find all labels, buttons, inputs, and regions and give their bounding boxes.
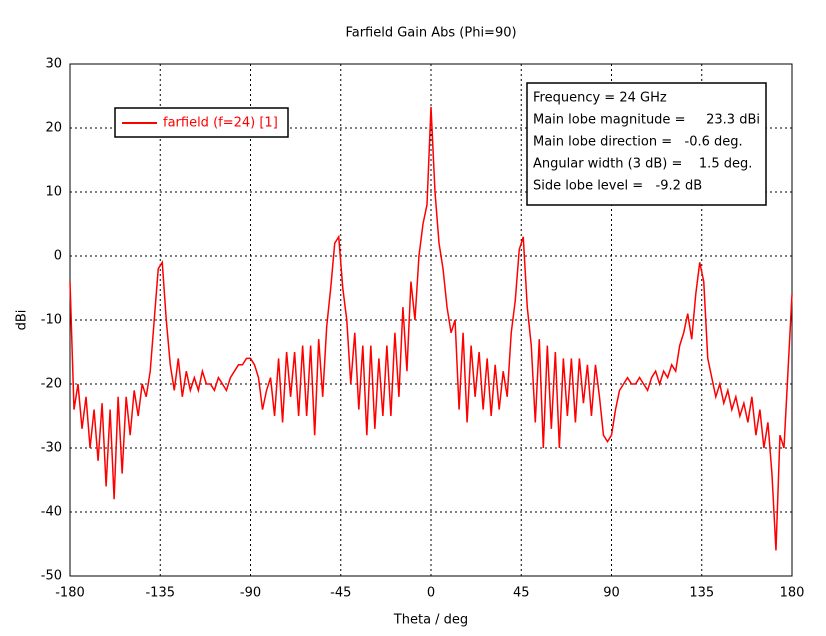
x-axis-label: Theta / deg [393, 613, 468, 628]
annotation-box [526, 82, 767, 206]
annotation-text: Angular width (3 dB) = 1.5 deg. [533, 157, 752, 172]
x-tick-label: 135 [689, 586, 714, 601]
annotation-text: Frequency = 24 GHz [533, 91, 667, 106]
x-tick-label: -180 [55, 586, 85, 601]
y-tick-label: 30 [45, 57, 62, 72]
x-tick-label: 180 [780, 586, 805, 601]
x-tick-label: 0 [427, 586, 435, 601]
data-line [69, 106, 793, 551]
y-tick-label: 0 [54, 249, 62, 264]
x-tick-label: -135 [145, 586, 175, 601]
y-tick-label: -10 [41, 313, 62, 328]
y-tick-label: -20 [41, 377, 62, 392]
x-tick-label: -90 [240, 586, 261, 601]
y-tick-label: -40 [41, 505, 62, 520]
y-axis-label: dBi [15, 310, 30, 331]
annotation-text: Side lobe level = -9.2 dB [533, 179, 702, 194]
annotation-text: Main lobe magnitude = 23.3 dBi [533, 113, 760, 128]
x-tick-label: -45 [330, 586, 351, 601]
y-tick-label: 20 [45, 121, 62, 136]
x-tick-label: 45 [513, 586, 530, 601]
chart-title: Farfield Gain Abs (Phi=90) [345, 26, 516, 41]
annotation-text: Main lobe direction = -0.6 deg. [533, 135, 743, 150]
x-tick-label: 90 [603, 586, 620, 601]
y-tick-label: -30 [41, 441, 62, 456]
y-tick-label: 10 [45, 185, 62, 200]
legend-label: farfield (f=24) [1] [163, 116, 278, 131]
y-tick-label: -50 [41, 569, 62, 584]
